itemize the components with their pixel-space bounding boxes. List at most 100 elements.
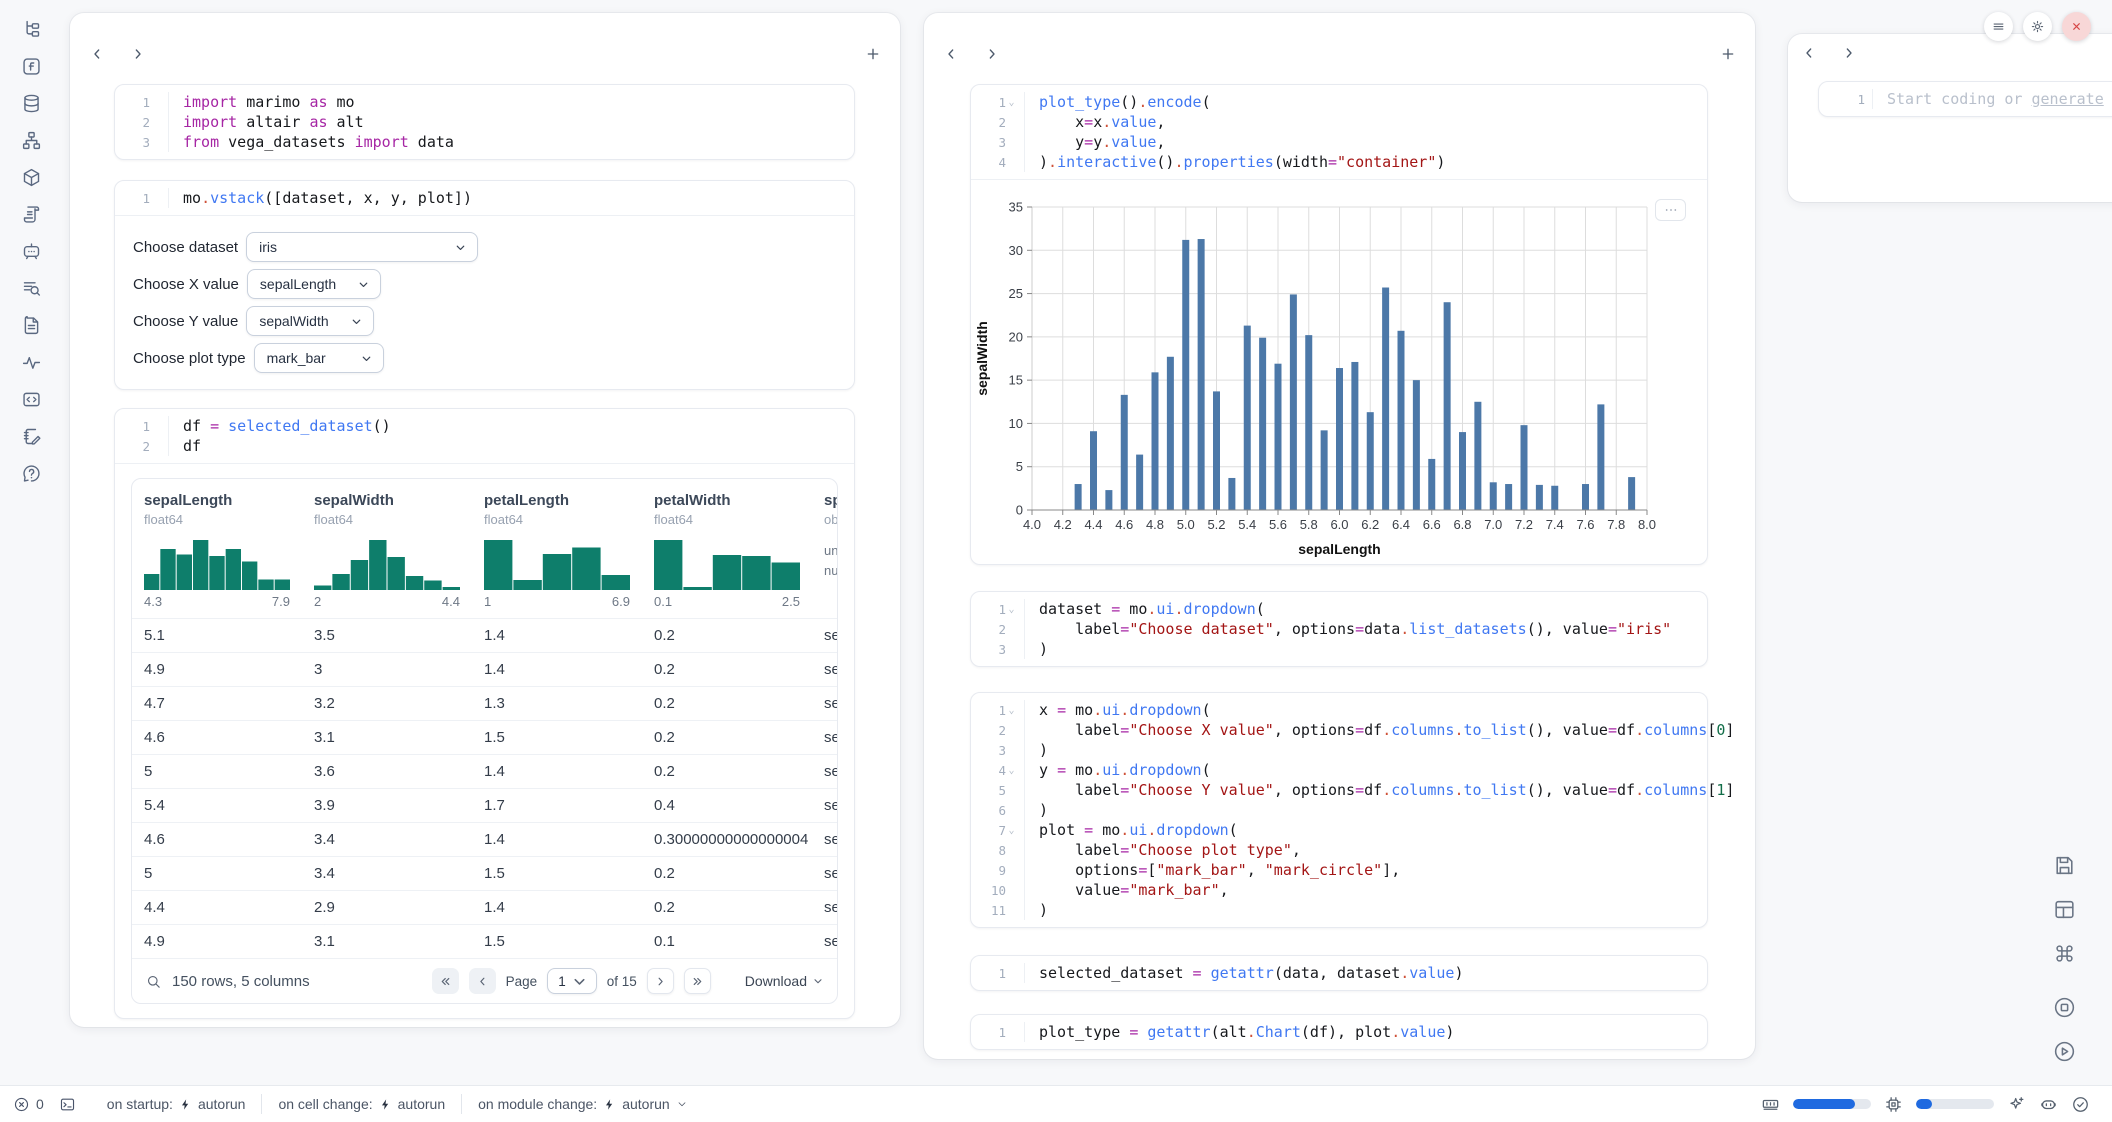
sidebar-item-file-explorer[interactable] (16, 18, 46, 41)
select-choose-dataset[interactable]: iris (246, 232, 478, 262)
select-choose-plot-type[interactable]: mark_bar (254, 343, 384, 373)
shortcuts-button[interactable] (2050, 938, 2080, 968)
chevron-down-icon (812, 975, 824, 987)
last-page-button[interactable] (684, 968, 711, 994)
code-box-icon (21, 389, 42, 410)
check-circle-button[interactable] (2071, 1095, 2090, 1114)
table-row[interactable]: 4.931.40.2setos (132, 652, 837, 686)
select-choose-y-value[interactable]: sepalWidth (246, 306, 374, 336)
save-button[interactable] (2050, 850, 2080, 880)
middle-panel-next-button[interactable] (979, 41, 1005, 67)
table-cell: 0.2 (642, 763, 812, 780)
runtime-config-1[interactable]: on startup:autorun (107, 1096, 246, 1112)
generate-with-ai-link[interactable]: generate (2032, 90, 2104, 108)
layout-button[interactable] (2050, 894, 2080, 924)
middle-panel: 1⌄plot_type().encode(2⌄ x=x.value,3⌄ y=y… (924, 13, 1755, 1059)
left-panel-prev-button[interactable] (84, 41, 110, 67)
runtime-config-2[interactable]: on cell change:autorun (278, 1096, 445, 1112)
download-button[interactable]: Download (745, 973, 824, 989)
table-cell: 1.5 (472, 865, 642, 882)
empty-code-cell[interactable]: 1 Start coding or generate with (1818, 81, 2112, 117)
code-cell-selected-dataset[interactable]: 1⌄selected_dataset = getattr(data, datas… (970, 955, 1708, 991)
table-row[interactable]: 5.13.51.40.2setos (132, 618, 837, 652)
code-line: 2⌄ x=x.value, (971, 112, 1707, 132)
code-cell-imports[interactable]: 1⌄import marimo as mo2⌄import altair as … (114, 84, 855, 160)
sidebar-item-datasources[interactable] (16, 92, 46, 115)
interrupt-button[interactable] (2050, 992, 2080, 1022)
menu-button[interactable] (1984, 12, 2013, 41)
sidebar-item-help[interactable] (16, 462, 46, 485)
left-panel-next-button[interactable] (125, 41, 151, 67)
column-header-sepalWidth[interactable]: sepalWidthfloat6424.4 (302, 492, 472, 609)
middle-panel-add-cell-button[interactable] (1715, 41, 1741, 67)
sidebar-item-snippets[interactable] (16, 388, 46, 411)
close-button[interactable] (2062, 12, 2091, 41)
next-page-button[interactable] (647, 968, 674, 994)
sidebar-item-logs[interactable] (16, 203, 46, 226)
code-line: 2⌄ label="Choose X value", options=df.co… (971, 720, 1707, 740)
altair-bar-chart[interactable]: 051015202530354.04.24.44.64.85.05.25.45.… (971, 180, 1709, 564)
right-panel-prev-button[interactable] (1796, 40, 1822, 66)
code-cell-vstack[interactable]: 1⌄mo.vstack([dataset, x, y, plot])Choose… (114, 180, 855, 390)
bolt-icon (179, 1098, 192, 1111)
table-row[interactable]: 4.63.41.40.30000000000000004setos (132, 822, 837, 856)
column-header-petalWidth[interactable]: petalWidthfloat640.12.5 (642, 492, 812, 609)
sparkles-button[interactable] (2007, 1095, 2026, 1114)
code-cell-plot[interactable]: 1⌄plot_type().encode(2⌄ x=x.value,3⌄ y=y… (970, 84, 1708, 565)
code-cell-dataframe[interactable]: 1⌄df = selected_dataset()2⌄dfsepalLength… (114, 408, 855, 1019)
fold-icon[interactable]: ⌄ (1006, 705, 1017, 716)
column-header-petalLength[interactable]: petalLengthfloat6416.9 (472, 492, 642, 609)
chart-options-button[interactable] (1655, 199, 1686, 221)
fold-icon[interactable]: ⌄ (1006, 604, 1017, 615)
fold-icon[interactable]: ⌄ (1006, 825, 1017, 836)
left-panel-add-cell-button[interactable] (860, 41, 886, 67)
line-number: 2⌄ (971, 720, 1025, 740)
column-header-speci[interactable]: speciobjecuniqunulls: (812, 492, 837, 609)
right-panel-next-button[interactable] (1836, 40, 1862, 66)
settings-button[interactable] (2023, 12, 2052, 41)
sidebar-item-tracing[interactable] (16, 351, 46, 374)
error-count-badge[interactable]: 0 (13, 1096, 44, 1113)
fold-icon[interactable]: ⌄ (1006, 97, 1017, 108)
table-row[interactable]: 4.42.91.40.2setos (132, 890, 837, 924)
table-row[interactable]: 53.61.40.2setos (132, 754, 837, 788)
first-page-button[interactable] (432, 968, 459, 994)
sidebar-item-ai-chat[interactable] (16, 240, 46, 263)
page-select[interactable]: 1 (547, 968, 597, 994)
code-cell-xy-plot-dropdowns[interactable]: 1⌄x = mo.ui.dropdown(2⌄ label="Choose X … (970, 692, 1708, 928)
run-button[interactable] (2050, 1036, 2080, 1066)
table-row[interactable]: 4.63.11.50.2setos (132, 720, 837, 754)
middle-panel-prev-button[interactable] (938, 41, 964, 67)
sidebar-item-functions[interactable] (16, 55, 46, 78)
search-icon[interactable] (145, 973, 162, 990)
previous-page-button[interactable] (469, 968, 496, 994)
line-number: 1 (1819, 89, 1873, 109)
svg-text:7.6: 7.6 (1576, 517, 1594, 532)
table-row[interactable]: 53.41.50.2setos (132, 856, 837, 890)
chevron-left-icon (1801, 45, 1817, 61)
column-header-sepalLength[interactable]: sepalLengthfloat644.37.9 (132, 492, 302, 609)
runtime-config-3[interactable]: on module change:autorun (478, 1096, 688, 1112)
code-cell-plot-type[interactable]: 1⌄plot_type = getattr(alt.Chart(df), plo… (970, 1014, 1708, 1050)
table-row[interactable]: 5.43.91.70.4setos (132, 788, 837, 822)
select-choose-x-value[interactable]: sepalLength (247, 269, 381, 299)
sidebar-item-notebook-edit[interactable] (16, 425, 46, 448)
marimo-app: 1⌄import marimo as mo2⌄import altair as … (0, 0, 2112, 1122)
copilot-button[interactable] (2039, 1095, 2058, 1114)
sidebar-item-documentation[interactable] (16, 314, 46, 337)
sidebar-item-scratchpad-search[interactable] (16, 277, 46, 300)
table-cell: 5.4 (132, 797, 302, 814)
fold-icon[interactable]: ⌄ (1006, 765, 1017, 776)
sidebar-item-packages[interactable] (16, 166, 46, 189)
table-cell: setos (812, 933, 837, 950)
line-number: 8⌄ (971, 840, 1025, 860)
check-circle-icon (2071, 1095, 2090, 1114)
table-cell: 3 (302, 661, 472, 678)
terminal-button[interactable] (59, 1096, 76, 1113)
table-row[interactable]: 4.73.21.30.2setos (132, 686, 837, 720)
code-cell-dataset-dropdown[interactable]: 1⌄dataset = mo.ui.dropdown(2⌄ label="Cho… (970, 591, 1708, 667)
table-row[interactable]: 4.93.11.50.1setos (132, 924, 837, 958)
dropdown-row: Choose plot typemark_bar (133, 343, 836, 373)
chevrons-left-icon (439, 975, 452, 988)
sidebar-item-dependencies[interactable] (16, 129, 46, 152)
